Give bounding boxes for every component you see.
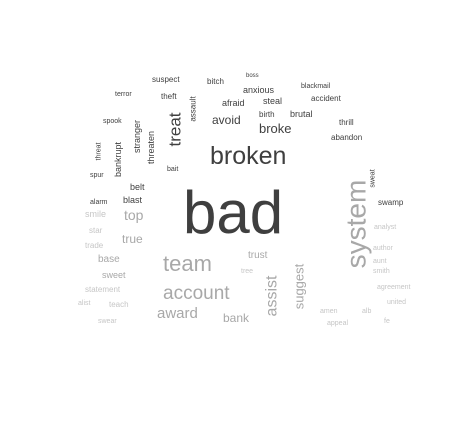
word-trade: trade <box>85 241 104 250</box>
word-bitch: bitch <box>207 77 224 86</box>
word-alb: alb <box>362 308 372 315</box>
word-trust: trust <box>248 250 268 261</box>
word-birth: birth <box>259 110 275 119</box>
word-threat: threat <box>95 142 103 161</box>
word-alist: alist <box>78 300 91 307</box>
word-stranger: stranger <box>132 119 143 154</box>
word-alarm: alarm <box>90 199 108 206</box>
word-suspect: suspect <box>152 75 180 84</box>
word-suggest: suggest <box>291 263 307 310</box>
word-brutal: brutal <box>290 109 313 119</box>
word-account: account <box>163 283 230 304</box>
word-amen: amen <box>320 308 338 315</box>
word-top: top <box>124 207 144 223</box>
word-statement: statement <box>85 285 121 294</box>
word-agreement: agreement <box>377 284 411 291</box>
word-broken: broken <box>210 142 287 170</box>
word-bank: bank <box>223 311 250 325</box>
word-threaten: threaten <box>146 130 157 165</box>
word-spur: spur <box>90 172 104 179</box>
word-broke: broke <box>259 121 292 136</box>
word-base: base <box>98 254 120 265</box>
word-tree: tree <box>241 268 254 275</box>
word-true: true <box>122 232 143 246</box>
word-avoid: avoid <box>212 113 241 127</box>
word-anxious: anxious <box>243 85 275 95</box>
word-smile: smile <box>85 209 107 219</box>
word-accident: accident <box>311 94 341 103</box>
word-star: star <box>89 226 103 235</box>
word-assist: assist <box>263 275 281 317</box>
word-analyst: analyst <box>374 224 397 231</box>
word-bait: bait <box>167 166 179 173</box>
word-spook: spook <box>103 118 122 125</box>
word-teach: teach <box>109 300 129 309</box>
word-smith: smith <box>373 268 390 275</box>
word-fe: fe <box>384 318 390 325</box>
word-terror: terror <box>115 91 132 98</box>
word-thrill: thrill <box>339 118 354 127</box>
word-abandon: abandon <box>331 133 363 142</box>
word-steal: steal <box>263 96 283 106</box>
word-boss: boss <box>246 73 259 79</box>
word-belt: belt <box>130 182 145 192</box>
word-afraid: afraid <box>222 98 245 108</box>
word-swamp: swamp <box>378 198 404 207</box>
word-system: system <box>340 179 372 269</box>
word-united: united <box>387 299 407 306</box>
word-bad: bad <box>183 179 284 246</box>
word-author: author <box>373 245 393 252</box>
word-blast: blast <box>123 195 143 205</box>
word-blackmail: blackmail <box>301 83 331 90</box>
word-team: team <box>163 251 212 276</box>
word-bankrupt: bankrupt <box>113 141 124 178</box>
word-sweat: sweat <box>369 169 377 188</box>
word-swear: swear <box>98 318 117 325</box>
word-treat: treat <box>165 112 185 147</box>
word-aunt: aunt <box>373 258 387 265</box>
word-theft: theft <box>161 92 177 101</box>
word-sweet: sweet <box>102 270 126 280</box>
word-award: award <box>157 305 198 322</box>
word-appeal: appeal <box>327 320 349 327</box>
word-assault: assault <box>188 96 198 122</box>
